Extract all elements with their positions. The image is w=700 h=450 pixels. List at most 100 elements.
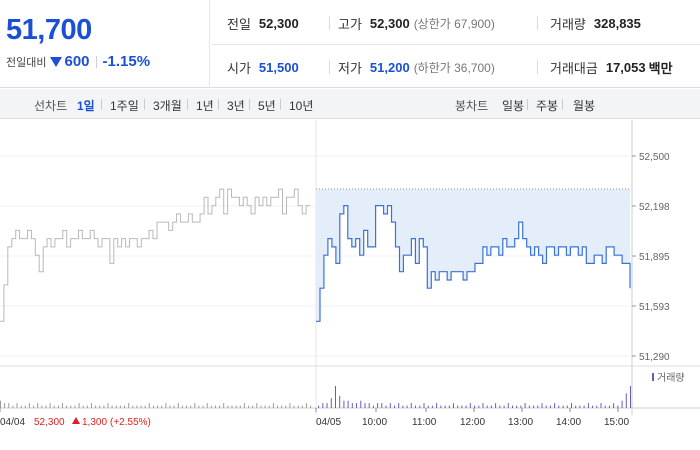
volume-bar [74,405,76,408]
period-1week[interactable]: 1주일 [110,99,139,113]
volume-bar [132,405,134,408]
volume-bar [62,403,63,408]
stat-value: 17,053 [605,59,646,75]
volume-bar [169,405,171,408]
period-5year[interactable]: 5년 [258,99,276,113]
volume-bar [360,400,362,408]
volume-bar [549,405,551,408]
period-1day[interactable]: 1일 [77,99,95,113]
volume-bar [528,405,530,408]
volume-bar [144,405,146,408]
stat-value: 51,200 [369,59,410,75]
candle-weekly[interactable]: 주봉 [536,99,559,113]
volume-bar [351,403,353,408]
change-label: 전일대비 [6,56,47,69]
stat-label: 고가 [338,16,362,32]
volume-bar [600,403,602,408]
x-tick-label: 10:00 [362,417,387,428]
volume-bar [461,405,463,408]
volume-bar [520,405,522,408]
price-chart[interactable]: 52,500 52,198 51,895 51,593 51,290 거래량 04/04… [0,120,700,450]
stat-label: 전일 [227,16,251,32]
volume-bar [285,405,287,408]
candle-daily[interactable]: 일봉 [502,99,525,113]
volume-bar [381,403,383,408]
today-area [316,189,630,322]
volume-bar [377,403,379,408]
stat-label: 저가 [338,60,362,76]
volume-bar [596,405,598,408]
volume-bar [524,403,526,408]
stats-grid: 전일 52,300 고가 52,300 (상한가 67,900) 거래량 328… [211,0,700,88]
stat-amount: 거래대금 17,053 백만 [550,45,673,89]
volume-bar [431,405,433,408]
volume-bar [190,405,192,408]
volume-bar [223,403,225,408]
volume-bar [148,403,150,408]
volume-bar [239,405,241,408]
volume-bar [198,405,200,408]
volume-bar [165,403,167,408]
volume-bar [310,405,312,408]
volume-bar [243,403,245,408]
volume-bar [469,403,471,408]
volume-bar [231,405,233,408]
volume-bar [587,403,589,408]
divider [101,99,102,110]
volume-bar [343,400,345,408]
volume-bar [512,405,513,408]
volume-bar [385,405,387,408]
volume-bar [499,405,501,408]
volume-bar [202,405,204,408]
stat-low: 저가 51,200 (하한가 36,700) [338,45,495,89]
volume-bar [398,403,400,408]
y-tick-label: 52,198 [639,202,670,213]
period-10year[interactable]: 10년 [289,99,314,113]
volume-bar [503,405,505,408]
candle-monthly[interactable]: 월봉 [573,99,596,113]
volume-bar [495,403,497,408]
period-3year[interactable]: 3년 [227,99,245,113]
volume-bar [215,405,216,408]
volume-bar [12,405,14,408]
volume-bar [289,403,291,408]
volume-bar [103,405,105,408]
volume-bar [45,405,47,408]
volume-bar [613,403,615,408]
y-tick-label: 51,290 [639,352,670,363]
y-tick-label: 52,500 [639,152,670,163]
volume-bar [347,400,349,408]
period-1year[interactable]: 1년 [196,99,214,113]
candle-chart-label: 봉차트 [455,99,489,113]
change-row: 전일대비 600 -1.15% [6,53,150,70]
divider [187,99,188,110]
volume-bar [248,405,250,408]
line-chart-label: 선차트 [34,99,68,113]
volume-bar [4,403,6,408]
volume-bar [579,405,581,408]
volume-bar [235,405,237,408]
x-axis: 04/04 04/05 10:00 11:00 12:00 13:00 14:00 15:00… [0,408,629,428]
volume-bar [177,403,179,408]
volume-bar [368,403,370,408]
volume-bar [507,403,509,408]
volume-bar [326,403,328,408]
volume-bar [173,405,175,408]
period-3month[interactable]: 3개월 [153,99,182,113]
volume-bar [252,405,254,408]
x-tick-label: 04/04 [0,417,25,428]
volume-bar [78,403,80,408]
y-tick-label: 51,593 [639,302,670,313]
volume-bar [440,405,442,408]
volume-bar [533,405,535,408]
stat-value: 51,500 [258,59,299,75]
volume-bar [301,405,303,408]
volume-bar [541,403,543,408]
volume-bar [415,405,416,408]
volume-bar [448,405,450,408]
volume-bar [490,405,492,408]
volume-bar [86,405,88,408]
volume-bar [478,405,480,408]
stat-label: 거래대금 [550,60,598,76]
volume-bar [545,405,547,408]
